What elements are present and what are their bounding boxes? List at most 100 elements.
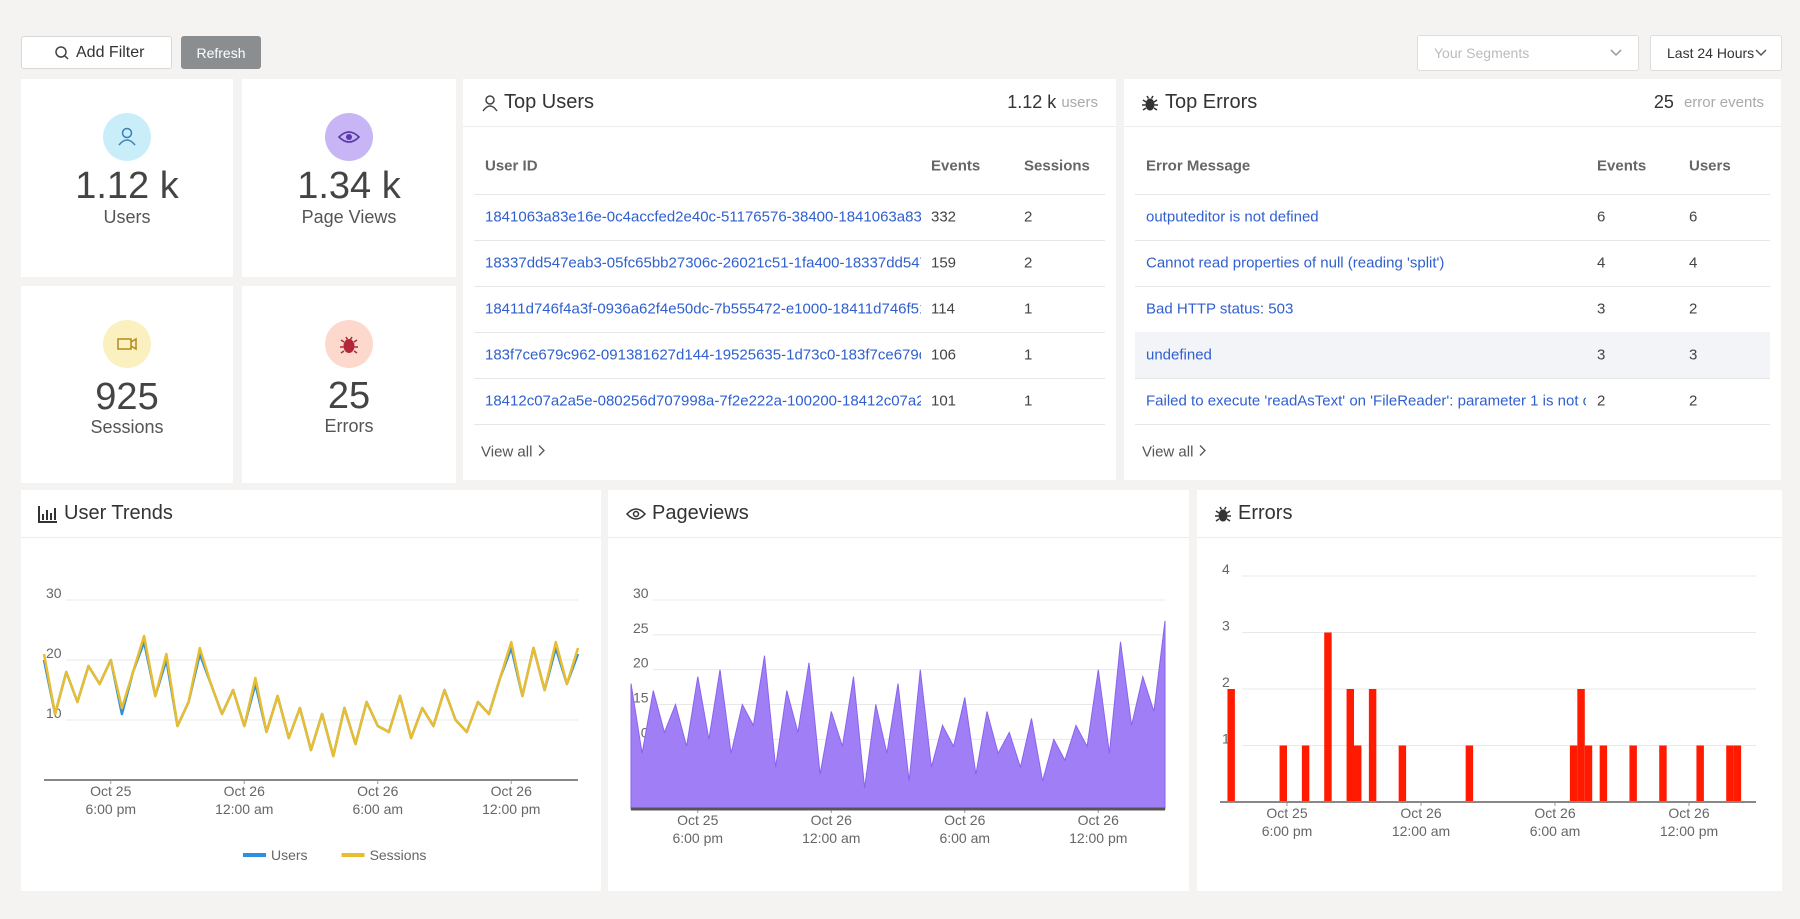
chevron: [1199, 445, 1207, 456]
view-all-link[interactable]: View all: [481, 444, 546, 461]
chevron: [538, 445, 546, 456]
stat-label: Sessions: [90, 417, 164, 437]
row-divider: [474, 424, 1105, 425]
stat-label: Users: [103, 207, 151, 227]
x-tick-label: Oct 26 6:00 am: [939, 812, 990, 846]
search-icon: [55, 46, 69, 60]
view-all-link[interactable]: View all: [1142, 444, 1207, 461]
cell-value: 6: [1597, 208, 1606, 226]
row-divider: [1135, 424, 1770, 425]
y-tick-label: 4: [1222, 561, 1230, 577]
stat-label: Errors: [324, 416, 374, 436]
users-icon: [103, 113, 151, 161]
cell-value: 2: [1689, 392, 1698, 410]
cell-value: 4: [1597, 254, 1606, 272]
row-link[interactable]: 183f7ce679c962-091381627d144-19525635-1d…: [485, 346, 921, 364]
cell-value: 2: [1024, 254, 1033, 272]
chevron: [1755, 49, 1767, 57]
bar: [1577, 689, 1585, 802]
errors-chart: 1 2 3 4 Oct 25 6:00 pm Oct 26 12:00 am Oct 26 6:0…: [1220, 561, 1756, 839]
user-trends-panel: 10 20 30 Oct 25 6:00 pm Oct 26 12:00 am Oct 26 6…: [21, 490, 601, 891]
sessions-icon: [103, 320, 151, 368]
panel-header: Top Errors 25 error events: [1124, 79, 1781, 127]
bar: [1324, 632, 1332, 802]
cell-value: 3: [1597, 300, 1606, 318]
stat-card: 1.12 k Users: [21, 79, 233, 277]
add-filter-button[interactable]: Add Filter: [21, 36, 172, 69]
chevron: [1610, 49, 1622, 57]
stat-card: 1.34 k Page Views: [242, 79, 456, 277]
row-link[interactable]: undefined: [1146, 346, 1212, 364]
y-tick-label: 2: [1222, 674, 1230, 690]
column-header: Events: [931, 157, 981, 175]
panel-title: Pageviews: [652, 502, 749, 524]
bar: [1368, 689, 1377, 802]
column-header: Users: [1689, 157, 1731, 175]
segments-dropdown[interactable]: Your Segments: [1417, 35, 1639, 71]
bar: [1599, 745, 1608, 802]
x-tick-label: Oct 26 12:00 pm: [1069, 812, 1127, 846]
row-divider: [474, 240, 1105, 241]
panel-header: User Trends: [21, 490, 601, 538]
row-link[interactable]: Failed to execute 'readAsText' on 'FileR…: [1146, 392, 1586, 410]
x-tick-label: Oct 25 6:00 pm: [1262, 805, 1313, 839]
row-link[interactable]: Bad HTTP status: 503: [1146, 300, 1294, 318]
row-divider: [1135, 240, 1770, 241]
add-filter-text: Add Filter: [76, 43, 145, 61]
cell-value: 1: [1024, 346, 1033, 364]
x-tick-label: Oct 26 12:00 pm: [1660, 805, 1718, 839]
area-series: [630, 620, 1166, 810]
cell-value: 1: [1024, 300, 1033, 318]
y-tick-label: 20: [46, 645, 62, 661]
row-link[interactable]: Cannot read properties of null (reading …: [1146, 254, 1445, 272]
panel-title: Errors: [1238, 502, 1293, 524]
bar: [1279, 745, 1287, 802]
row-link[interactable]: outputeditor is not defined: [1146, 208, 1319, 226]
x-tick-label: Oct 26 12:00 pm: [482, 783, 540, 817]
row-link[interactable]: 18411d746f4a3f-0936a62f4e50dc-7b555472-e…: [485, 300, 921, 318]
panel-title: Top Errors: [1165, 91, 1258, 113]
panel-header: Pageviews: [608, 490, 1189, 538]
segments-text: Your Segments: [1434, 45, 1530, 61]
cell-value: 2: [1689, 300, 1698, 318]
bar: [1301, 745, 1310, 802]
row-link[interactable]: 18337dd547eab3-05fc65bb27306c-26021c51-1…: [485, 254, 921, 272]
range-dropdown[interactable]: Last 24 Hours: [1650, 35, 1782, 71]
cell-value: 2: [1024, 208, 1033, 226]
pageviews-icon: [325, 113, 373, 161]
y-tick-label: 30: [46, 585, 62, 601]
y-tick-label: 30: [633, 585, 649, 601]
cell-value: 101: [931, 392, 957, 410]
bar: [1398, 745, 1407, 802]
y-tick-label: 1: [1222, 731, 1230, 747]
cell-value: 159: [931, 254, 957, 272]
bar: [1726, 745, 1734, 802]
x-tick-label: Oct 26 12:00 am: [802, 812, 860, 846]
bar: [1584, 745, 1593, 802]
row-divider: [474, 194, 1105, 195]
refresh-button[interactable]: Refresh: [181, 36, 261, 69]
row-divider: [1135, 378, 1770, 379]
panel-title: User Trends: [64, 502, 173, 524]
bug-icon: [1142, 95, 1158, 111]
count-unit: error events: [1683, 94, 1764, 111]
top-errors-panel: Top Errors 25 error events Error Message E…: [1124, 79, 1781, 480]
row-link[interactable]: 18412c07a2a5e-080256d707998a-7f2e222a-10…: [485, 392, 921, 410]
bar: [1465, 745, 1474, 802]
y-tick-label: 15: [633, 690, 649, 706]
stat-value: 925: [95, 376, 159, 418]
y-tick-label: 25: [633, 620, 649, 636]
stat-card: 25 Errors: [242, 286, 456, 483]
row-divider: [1135, 286, 1770, 287]
legend-label: Users: [271, 847, 308, 863]
line-series: [42, 634, 580, 758]
panel-header: Errors: [1197, 490, 1782, 538]
row-link[interactable]: 1841063a83e16e-0c4accfed2e40c-51176576-3…: [485, 208, 921, 226]
column-header: User ID: [485, 157, 538, 175]
bar: [1569, 745, 1578, 802]
user-icon: [482, 94, 498, 111]
